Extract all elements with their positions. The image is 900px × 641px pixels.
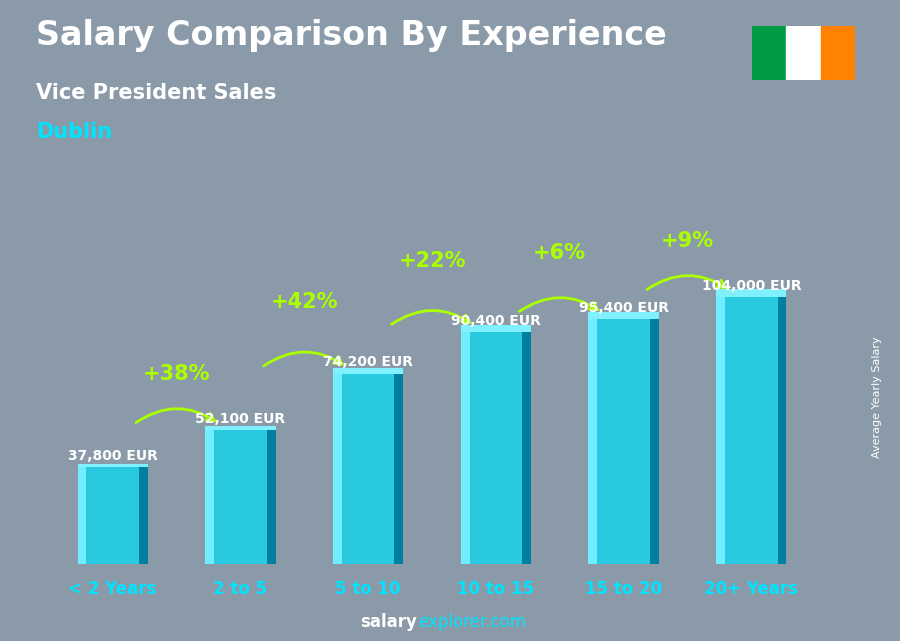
Bar	[333, 368, 403, 374]
Text: Vice President Sales: Vice President Sales	[36, 83, 276, 103]
Text: +9%: +9%	[661, 231, 714, 251]
Text: 90,400 EUR: 90,400 EUR	[451, 313, 541, 328]
FancyArrowPatch shape	[264, 352, 342, 366]
Text: 104,000 EUR: 104,000 EUR	[701, 279, 801, 293]
Text: 95,400 EUR: 95,400 EUR	[579, 301, 669, 315]
FancyArrowPatch shape	[519, 297, 598, 312]
Bar	[205, 431, 214, 564]
Bar	[461, 326, 531, 332]
Bar	[821, 26, 855, 80]
Bar	[589, 312, 659, 319]
Text: +42%: +42%	[271, 292, 338, 312]
Bar	[461, 332, 531, 564]
Bar	[589, 319, 659, 564]
Text: +22%: +22%	[399, 251, 466, 271]
Bar	[786, 26, 821, 80]
Bar	[333, 374, 403, 564]
Bar	[205, 431, 275, 564]
Bar	[394, 374, 403, 564]
Text: Dublin: Dublin	[36, 122, 112, 142]
Bar	[522, 332, 531, 564]
Text: +38%: +38%	[143, 364, 211, 384]
Bar	[205, 426, 275, 431]
FancyArrowPatch shape	[647, 276, 725, 290]
Text: +6%: +6%	[533, 243, 586, 263]
Bar	[752, 26, 786, 80]
FancyArrowPatch shape	[136, 409, 214, 422]
Bar	[589, 319, 598, 564]
Text: 52,100 EUR: 52,100 EUR	[195, 412, 285, 426]
Text: Average Yearly Salary: Average Yearly Salary	[872, 337, 883, 458]
Bar	[77, 467, 148, 564]
Bar	[716, 290, 787, 297]
Bar	[650, 319, 659, 564]
Bar	[77, 467, 86, 564]
FancyArrowPatch shape	[392, 310, 470, 324]
Text: 74,200 EUR: 74,200 EUR	[323, 355, 413, 369]
Bar	[139, 467, 148, 564]
Bar	[266, 431, 275, 564]
Text: explorer.com: explorer.com	[418, 613, 526, 631]
Bar	[716, 297, 787, 564]
Text: Salary Comparison By Experience: Salary Comparison By Experience	[36, 19, 667, 52]
Bar	[333, 374, 342, 564]
Bar	[778, 297, 787, 564]
Text: salary: salary	[360, 613, 417, 631]
Bar	[461, 332, 470, 564]
Text: 37,800 EUR: 37,800 EUR	[68, 449, 158, 463]
Bar	[716, 297, 725, 564]
Bar	[77, 464, 148, 467]
